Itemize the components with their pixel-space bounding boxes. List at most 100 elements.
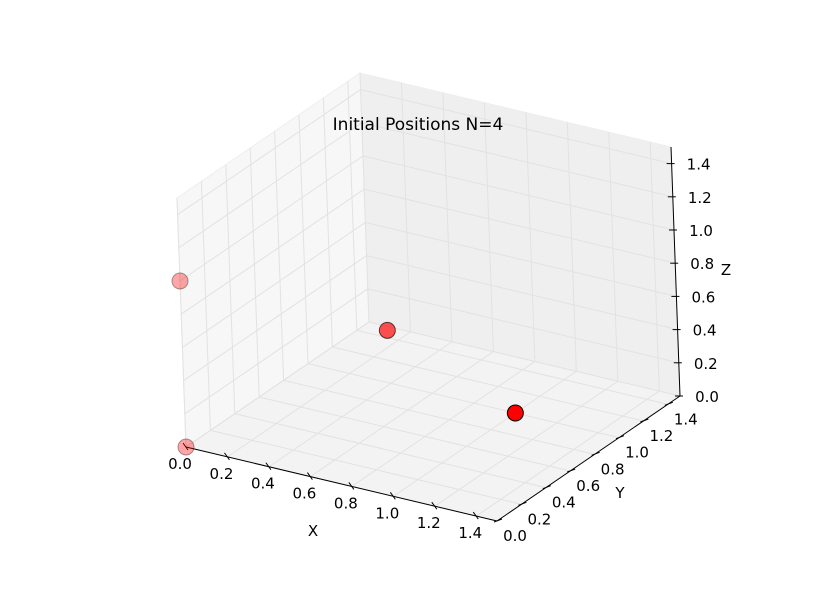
grid-line xyxy=(362,155,675,231)
y-tick-label: 0.6 xyxy=(576,477,600,495)
z-tick-label: 1.4 xyxy=(687,156,711,174)
grid-line xyxy=(183,255,367,382)
data-points xyxy=(171,272,524,456)
x-tick-label: 0.6 xyxy=(292,485,316,503)
x-tick xyxy=(472,511,479,520)
data-point xyxy=(177,438,195,456)
grid-line xyxy=(475,390,660,517)
grid-line xyxy=(268,341,453,468)
grid-line xyxy=(368,321,681,397)
y-tick xyxy=(493,518,503,523)
x-tick xyxy=(224,452,230,461)
grid-line xyxy=(227,331,411,458)
z-tick-label: 0.0 xyxy=(695,388,719,406)
grid-line xyxy=(184,288,369,415)
z-tick-label: 0.8 xyxy=(690,255,714,273)
grid-line xyxy=(307,363,620,439)
axes-grid xyxy=(176,72,681,522)
y-tick-label: 0.0 xyxy=(503,527,527,545)
data-point xyxy=(171,272,189,290)
grid-line xyxy=(483,102,494,352)
grid-line xyxy=(210,429,522,505)
grid-line xyxy=(361,122,673,198)
y-axis-label: Y xyxy=(614,484,625,502)
grid-line xyxy=(182,221,366,348)
x-tick-label: 0.8 xyxy=(334,494,358,512)
y-axis-line xyxy=(496,395,681,522)
z-axis-line xyxy=(670,146,681,397)
grid-line xyxy=(442,92,453,342)
grid-line xyxy=(608,132,619,382)
grid-line xyxy=(365,221,677,297)
grid-line xyxy=(347,81,358,331)
y-tick-label: 0.2 xyxy=(527,510,551,528)
grid-line xyxy=(225,164,236,414)
x-tick-label: 0.4 xyxy=(251,475,275,493)
y-tick-label: 1.0 xyxy=(625,444,649,462)
y-tick xyxy=(664,401,673,406)
x-axis-line xyxy=(185,446,498,522)
y-tick xyxy=(542,485,551,490)
x-tick xyxy=(182,442,189,451)
y-tick-label: 1.2 xyxy=(649,427,673,445)
grid-line xyxy=(200,181,211,431)
data-point xyxy=(506,404,524,422)
grid-line xyxy=(178,122,363,249)
grid-line xyxy=(351,361,536,487)
z-tick-label: 1.2 xyxy=(688,189,712,207)
grid-line xyxy=(393,370,577,497)
x-tick xyxy=(389,492,396,500)
grid-line xyxy=(649,142,660,392)
grid-line xyxy=(360,89,672,165)
chart-title: Initial Positions N=4 xyxy=(333,115,504,135)
grid-line xyxy=(185,321,370,448)
grid-line xyxy=(367,288,679,364)
grid-line xyxy=(259,396,571,472)
grid-line xyxy=(332,346,644,422)
x-tick-label: 1.0 xyxy=(375,504,399,522)
z-tick-label: 0.6 xyxy=(691,288,715,306)
grid-line xyxy=(176,197,187,448)
grid-line xyxy=(177,89,361,216)
z-axis-label: Z xyxy=(721,261,731,279)
x-tick-label: 0.0 xyxy=(168,455,192,473)
x-axis-label: X xyxy=(308,522,318,540)
grid-line xyxy=(298,114,309,364)
y-tick-label: 1.4 xyxy=(674,410,698,428)
y-tick xyxy=(567,468,576,473)
y-tick xyxy=(518,501,527,506)
z-tick-label: 1.0 xyxy=(689,222,713,240)
grid-line xyxy=(322,97,333,348)
x-tick xyxy=(431,501,438,510)
y-tick xyxy=(640,418,649,423)
grid-line xyxy=(180,188,365,315)
grid-line xyxy=(366,255,678,331)
y-tick-label: 0.8 xyxy=(601,460,625,478)
y-tick xyxy=(591,451,600,456)
grid-line xyxy=(179,155,364,282)
grid-line xyxy=(364,188,676,264)
x-tick-label: 1.2 xyxy=(417,514,441,532)
grid-line xyxy=(356,329,668,405)
y-tick-label: 0.4 xyxy=(552,494,576,512)
grid-line xyxy=(234,413,546,489)
y-tick xyxy=(615,435,625,440)
grid-line xyxy=(400,82,411,332)
grid-line xyxy=(310,351,494,478)
axis-lines xyxy=(185,146,681,522)
x-tick xyxy=(265,462,272,471)
grid-line xyxy=(359,72,370,323)
tick-labels: 0.00.20.40.60.81.01.21.4 0.00.20.40.60.81… xyxy=(168,156,719,545)
grid-line xyxy=(566,122,577,372)
grid-line xyxy=(249,147,260,398)
z-tick-label: 0.2 xyxy=(694,355,718,373)
x-tick xyxy=(348,482,355,490)
grid-line xyxy=(434,380,619,507)
x-tick-label: 0.2 xyxy=(210,465,234,483)
grid-line xyxy=(283,379,595,455)
grid-line xyxy=(274,131,285,381)
grid-line xyxy=(525,112,536,362)
axes-panes xyxy=(176,72,682,522)
x-tick-label: 1.4 xyxy=(458,524,482,542)
